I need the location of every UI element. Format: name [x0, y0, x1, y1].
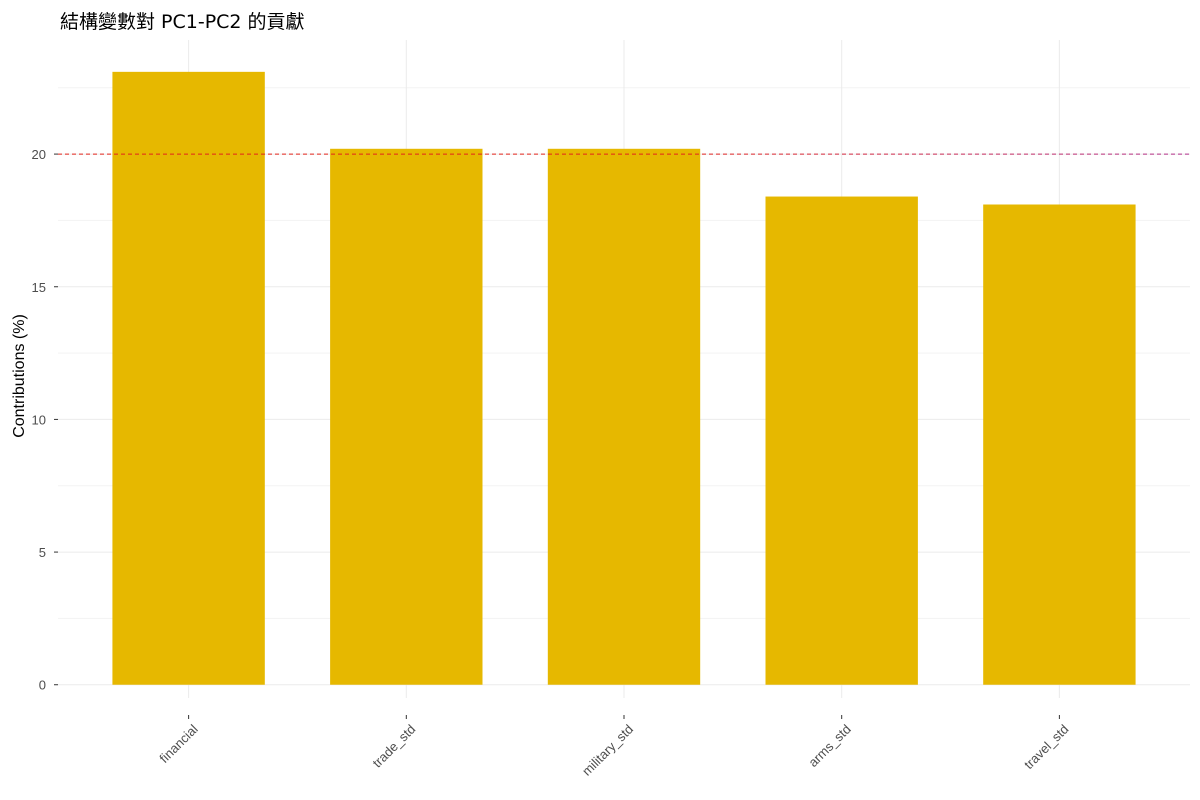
x-tick-label-travel_std: travel_std — [1021, 722, 1071, 772]
y-tick-label: 15 — [32, 280, 46, 295]
chart-title: 結構變數對 PC1-PC2 的貢獻 — [60, 11, 305, 33]
y-tick-label: 20 — [32, 147, 46, 162]
bar-trade_std — [330, 148, 483, 685]
x-tick-label-trade_std: trade_std — [369, 722, 418, 771]
bar-arms_std — [765, 196, 918, 685]
y-tick-label: 0 — [39, 678, 46, 693]
y-tick-label: 10 — [32, 412, 46, 427]
bar-travel_std — [983, 204, 1136, 685]
x-tick-label-arms_std: arms_std — [805, 722, 853, 770]
x-tick-label-financial: financial — [156, 721, 200, 765]
bars — [112, 71, 1136, 685]
bar-financial — [112, 71, 265, 685]
x-tick-label-military_std: military_std — [579, 722, 636, 779]
y-axis-title: Contributions (%) — [11, 314, 28, 438]
bar-military_std — [547, 148, 701, 685]
y-tick-label: 5 — [39, 545, 46, 560]
